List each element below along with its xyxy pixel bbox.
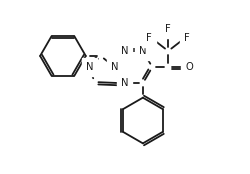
Text: N: N [111,62,118,72]
Text: F: F [184,33,189,43]
Text: N: N [138,46,146,56]
Text: N: N [120,46,128,56]
Text: F: F [146,33,152,43]
Text: F: F [165,24,170,34]
Text: O: O [184,62,192,72]
Text: N: N [120,78,128,88]
Text: N: N [86,62,93,72]
